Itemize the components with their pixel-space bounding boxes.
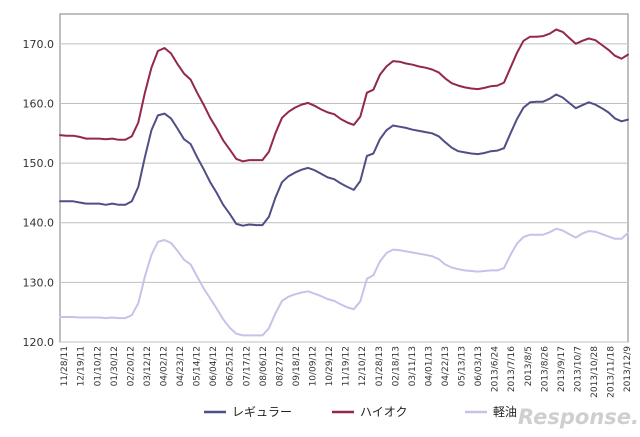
x-tick-label: 2013/6/24 — [491, 346, 501, 392]
x-tick-label: 11/19/12 — [342, 346, 352, 386]
x-tick-label: 2013/7/16 — [507, 346, 517, 392]
x-tick-label: 2013/11/18 — [607, 346, 617, 398]
x-tick-label: 08/06/12 — [259, 346, 269, 386]
x-axis-ticks: 11/28/11 12/19/11 01/10/12 01/30/12 02/20/12… — [60, 346, 633, 398]
x-tick-label: 06/04/12 — [209, 346, 219, 386]
x-tick-label: 2013/8/5 — [524, 346, 534, 386]
y-tick-label: 160.0 — [23, 97, 55, 110]
series-line-1 — [59, 93, 629, 227]
x-tick-label: 11/28/11 — [60, 346, 70, 386]
x-tick-label: 2013/12/9 — [623, 346, 633, 392]
x-tick-label: 01/30/12 — [110, 346, 120, 386]
x-tick-label: 10/09/12 — [309, 346, 319, 386]
x-tick-label: 04/02/12 — [160, 346, 170, 386]
x-tick-label: 12/19/11 — [77, 346, 87, 386]
x-tick-label: 01/10/12 — [93, 346, 103, 386]
x-tick-label: 2013/10/7 — [573, 346, 583, 392]
series-line-2 — [59, 28, 629, 163]
x-tick-label: 01/28/13 — [375, 346, 385, 386]
plot-frame — [59, 13, 629, 343]
watermark: Response. — [518, 405, 639, 429]
grid — [59, 13, 629, 343]
x-tick-label: 2013/9/17 — [557, 346, 567, 392]
y-axis-ticks: 120.0 130.0 140.0 150.0 160.0 170.0 — [23, 38, 55, 349]
x-tick-label: 07/17/12 — [242, 346, 252, 386]
x-tick-label: 06/25/12 — [226, 346, 236, 386]
watermark-text: Response. — [518, 405, 639, 429]
series-line-3 — [59, 227, 629, 337]
x-tick-label: 2013/8/26 — [540, 346, 550, 392]
x-tick-label: 10/29/12 — [325, 346, 335, 386]
x-tick-label: 03/12/12 — [143, 346, 153, 386]
x-tick-label: 08/27/12 — [275, 346, 285, 386]
x-tick-label: 05/13/13 — [458, 346, 468, 386]
series-lines — [59, 28, 629, 337]
y-tick-label: 130.0 — [23, 276, 55, 289]
x-tick-label: 2013/10/28 — [590, 346, 600, 398]
x-tick-label: 09/18/12 — [292, 346, 302, 386]
legend: レギュラー ハイオク 軽油 — [204, 405, 517, 419]
legend-label: 軽油 — [493, 405, 517, 419]
x-tick-label: 02/20/12 — [126, 346, 136, 386]
y-tick-label: 140.0 — [23, 217, 55, 230]
x-tick-label: 05/14/12 — [193, 346, 203, 386]
y-tick-label: 170.0 — [23, 38, 55, 51]
x-tick-label: 04/23/12 — [176, 346, 186, 386]
y-tick-label: 120.0 — [23, 336, 55, 349]
y-tick-label: 150.0 — [23, 157, 55, 170]
legend-label: レギュラー — [232, 405, 292, 419]
x-tick-label: 02/18/13 — [391, 346, 401, 386]
x-tick-label: 04/22/13 — [441, 346, 451, 386]
x-tick-label: 06/03/13 — [474, 346, 484, 386]
legend-label: ハイオク — [360, 405, 408, 419]
x-tick-label: 03/11/13 — [408, 346, 418, 386]
x-tick-label: 12/10/12 — [358, 346, 368, 386]
x-tick-label: 04/01/13 — [424, 346, 434, 386]
